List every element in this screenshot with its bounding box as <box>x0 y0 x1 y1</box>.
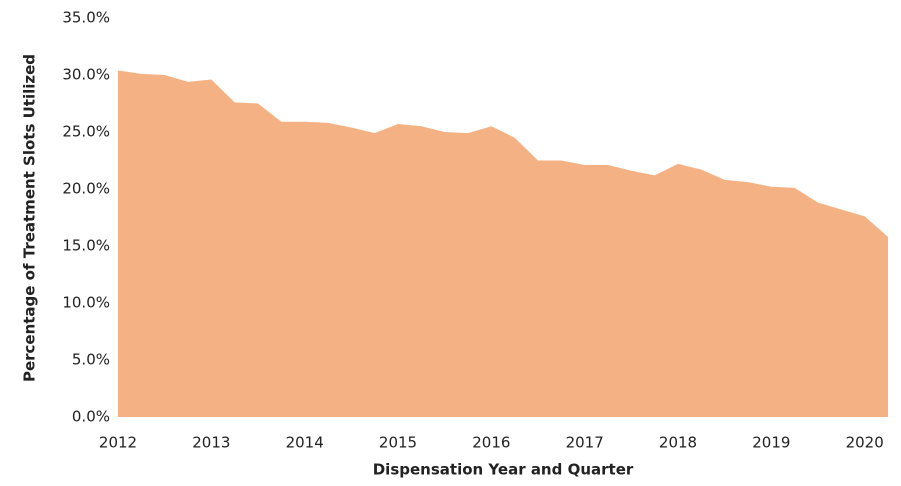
y-tick-label: 0.0% <box>72 408 110 426</box>
y-tick-label: 20.0% <box>62 180 110 198</box>
y-tick-label: 5.0% <box>72 351 110 369</box>
area <box>118 70 888 417</box>
x-axis-title: Dispensation Year and Quarter <box>373 461 634 479</box>
y-tick-label: 25.0% <box>62 123 110 141</box>
x-tick-label: 2018 <box>659 434 697 452</box>
x-tick-label: 2015 <box>379 434 417 452</box>
x-tick-label: 2016 <box>472 434 510 452</box>
y-tick-label: 30.0% <box>62 66 110 84</box>
x-tick-label: 2019 <box>752 434 790 452</box>
x-tick-label: 2017 <box>566 434 604 452</box>
y-tick-label: 35.0% <box>62 9 110 27</box>
x-tick-label: 2012 <box>99 434 137 452</box>
x-tick-label: 2014 <box>286 434 324 452</box>
y-tick-label: 15.0% <box>62 237 110 255</box>
y-axis-title: Percentage of Treatment Slots Utilized <box>21 54 39 382</box>
x-tick-label: 2020 <box>846 434 884 452</box>
y-tick-label: 10.0% <box>62 294 110 312</box>
x-tick-label: 2013 <box>192 434 230 452</box>
